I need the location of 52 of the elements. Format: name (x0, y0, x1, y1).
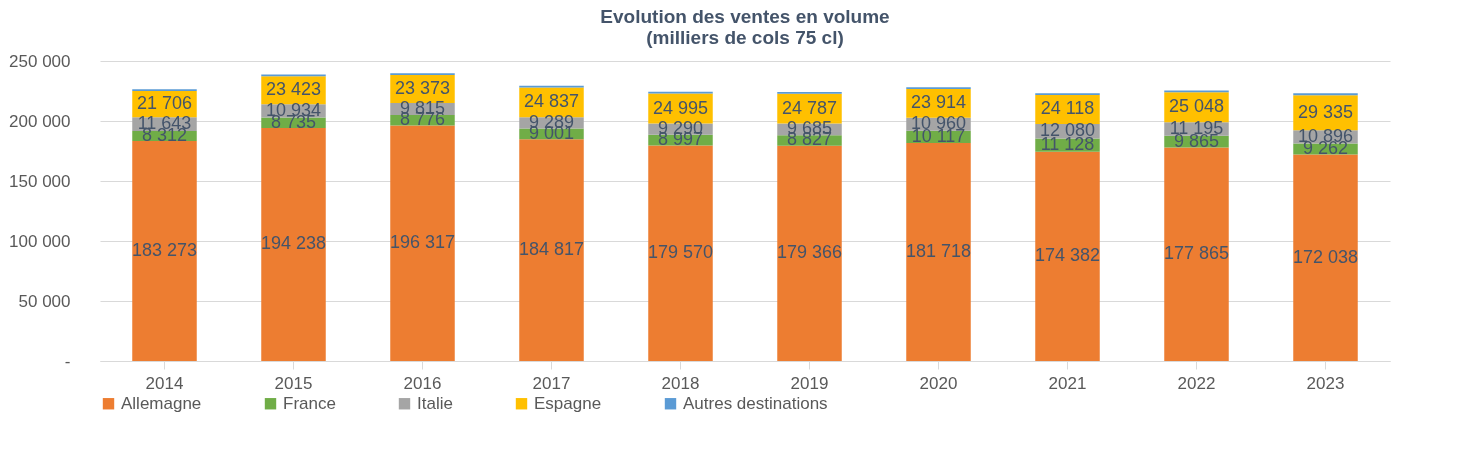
x-tick-label: 2020 (919, 373, 958, 393)
data-label: 174 382 (1034, 245, 1101, 266)
data-label: 23 914 (910, 92, 967, 113)
data-label: 172 038 (1292, 246, 1359, 267)
data-label: 24 118 (1040, 98, 1095, 119)
x-tick-label: 2021 (1048, 373, 1087, 393)
x-tick-label: 2019 (790, 373, 829, 393)
x-tick-label: 2018 (661, 373, 700, 393)
data-label: 23 423 (265, 79, 322, 100)
data-label: 184 817 (518, 239, 585, 260)
y-tick-label: 250 000 (9, 51, 71, 71)
data-label: 177 865 (1163, 243, 1230, 264)
bar (777, 145, 842, 361)
x-tick-label: 2017 (532, 373, 571, 393)
bar (648, 145, 713, 361)
y-tick-label: 50 000 (18, 291, 71, 311)
bar (261, 127, 326, 361)
data-label: 29 335 (1297, 101, 1354, 122)
y-tick-label: 100 000 (9, 231, 71, 251)
data-label: 24 787 (781, 97, 838, 118)
y-tick-label: 150 000 (9, 171, 71, 191)
y-tick-label: - (64, 351, 71, 371)
legend-label: Italie (417, 393, 453, 413)
bar (1035, 151, 1100, 361)
data-label: 179 366 (776, 242, 843, 263)
data-label: 25 048 (1168, 96, 1225, 117)
legend-label: Espagne (534, 393, 602, 413)
data-label: 21 706 (136, 93, 193, 114)
legend-label: Allemagne (121, 393, 202, 413)
bar (390, 125, 455, 361)
data-label: 181 718 (905, 240, 972, 261)
x-tick-label: 2014 (145, 373, 184, 393)
x-tick-label: 2015 (274, 373, 313, 393)
x-tick-label: 2023 (1306, 373, 1345, 393)
legend-label: Autres destinations (683, 393, 828, 413)
data-label: 23 373 (394, 78, 451, 99)
data-label: 179 570 (647, 242, 714, 263)
data-label: 194 238 (260, 233, 327, 254)
bar (1293, 154, 1358, 361)
data-label: 24 837 (523, 91, 580, 112)
data-label: 196 317 (389, 232, 456, 253)
x-tick-label: 2016 (403, 373, 442, 393)
data-label: 183 273 (131, 240, 198, 261)
bar (1164, 147, 1229, 361)
bar (132, 141, 197, 361)
bar (906, 142, 971, 361)
bar (519, 139, 584, 361)
chart-title: Evolution des ventes en volume (milliers de cols 75 cl) (600, 6, 890, 48)
legend-label: France (283, 393, 336, 413)
data-label: 24 995 (652, 97, 709, 118)
y-tick-label: 200 000 (9, 111, 71, 131)
x-tick-label: 2022 (1177, 373, 1216, 393)
